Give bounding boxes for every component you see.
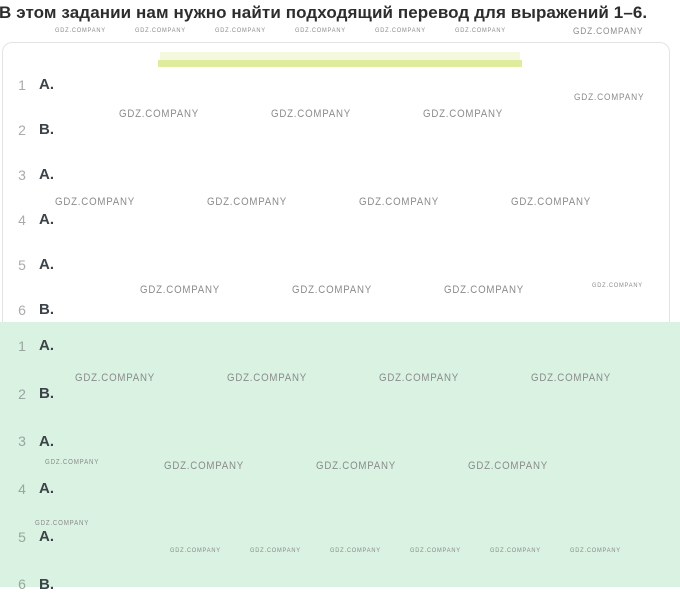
question-number: 5	[18, 528, 26, 545]
question-number: 1	[18, 76, 26, 93]
question-number: 3	[18, 433, 26, 450]
answer-letter: A.	[39, 337, 54, 355]
answer-letter: B.	[39, 575, 54, 593]
answer-letter: A.	[39, 256, 54, 273]
highlight-bar	[158, 60, 522, 67]
question-number: 4	[18, 211, 26, 228]
answer-letter: B.	[39, 121, 54, 138]
question-number: 6	[18, 301, 26, 318]
highlight-bar-faint	[160, 52, 520, 60]
answer-row: 1 A.	[0, 322, 320, 370]
answer-row: 3 A.	[0, 417, 320, 465]
answer-letter: A.	[39, 480, 54, 498]
task-answer-list: 1 A. 2 B. 3 A. 4 A. 5 A. 6 B.	[0, 62, 320, 332]
solution-answer-list: 1 A. 2 B. 3 A. 4 A. 5 A. 6 B.	[0, 322, 320, 608]
answer-letter: B.	[39, 301, 54, 318]
answer-letter: A.	[39, 211, 54, 228]
answer-row: 4 A.	[0, 465, 320, 513]
answer-row: 2 B.	[0, 107, 320, 152]
gdz-watermark: GDZ.COMPANY	[573, 26, 644, 37]
page-title: В этом задании нам нужно найти подходящи…	[0, 3, 648, 22]
answer-row: 5 A.	[0, 242, 320, 287]
answer-row: 6 B.	[0, 287, 320, 332]
question-number: 5	[18, 256, 26, 273]
answer-letter: A.	[39, 432, 54, 450]
gdz-watermark: GDZ.COMPANY	[55, 27, 106, 34]
answer-row: 6 B.	[0, 560, 320, 608]
answer-letter: A.	[39, 528, 54, 546]
gdz-watermark: GDZ.COMPANY	[375, 27, 426, 34]
answer-letter: A.	[39, 166, 54, 183]
answer-row: 4 A.	[0, 197, 320, 242]
answer-letter: B.	[39, 385, 54, 403]
question-number: 2	[18, 385, 26, 402]
question-number: 2	[18, 121, 26, 138]
answer-row: 3 A.	[0, 152, 320, 197]
answer-row: 5 A.	[0, 513, 320, 561]
gdz-watermark: GDZ.COMPANY	[455, 27, 506, 34]
gdz-watermark: GDZ.COMPANY	[295, 27, 346, 34]
answer-letter: A.	[39, 76, 54, 93]
question-number: 4	[18, 480, 26, 497]
gdz-watermark: GDZ.COMPANY	[215, 27, 266, 34]
answer-row: 2 B.	[0, 370, 320, 418]
gdz-watermark: GDZ.COMPANY	[135, 27, 186, 34]
question-number: 6	[18, 576, 26, 593]
answers-green-panel	[0, 322, 680, 587]
question-number: 1	[18, 337, 26, 354]
answer-row: 1 A.	[0, 62, 320, 107]
question-number: 3	[18, 166, 26, 183]
